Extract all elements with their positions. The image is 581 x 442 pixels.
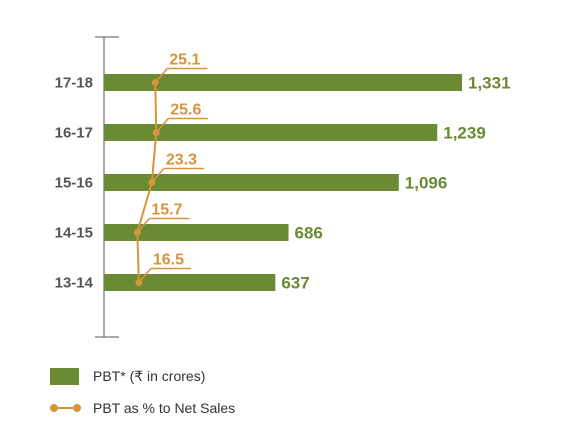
pct-point	[148, 179, 156, 186]
bar	[104, 174, 399, 191]
bar-value-label: 1,239	[443, 124, 486, 143]
pct-point	[133, 229, 141, 236]
bar	[104, 224, 289, 241]
pct-value-label: 23.3	[166, 152, 197, 169]
category-label: 14-15	[55, 225, 93, 242]
legend-bar-entry: PBT* (₹ in crores)	[50, 368, 205, 385]
category-label: 16-17	[55, 125, 93, 142]
legend-line-label: PBT as % to Net Sales	[93, 400, 236, 416]
legend-line-marker	[50, 401, 81, 415]
legend-bar-label: PBT* (₹ in crores)	[93, 368, 206, 384]
bar	[104, 124, 438, 141]
pct-value-label: 16.5	[153, 252, 184, 269]
pct-point	[151, 79, 159, 86]
category-label: 13-14	[55, 275, 94, 292]
legend-bar-swatch	[50, 368, 79, 385]
pct-value-label: 25.6	[170, 102, 201, 119]
bar	[104, 274, 276, 291]
pct-point	[152, 129, 160, 136]
category-label: 17-18	[55, 75, 93, 92]
pct-point	[135, 279, 143, 286]
bar-value-label: 1,096	[405, 174, 448, 193]
pct-value-label: 25.1	[169, 52, 200, 69]
bar-value-label: 686	[295, 224, 323, 243]
bar-value-label: 1,331	[468, 74, 511, 93]
bar-value-label: 637	[281, 274, 309, 293]
bar	[104, 74, 462, 91]
pct-value-label: 15.7	[151, 202, 182, 219]
category-label: 15-16	[55, 175, 93, 192]
legend-line-entry: PBT as % to Net Sales	[50, 400, 235, 416]
